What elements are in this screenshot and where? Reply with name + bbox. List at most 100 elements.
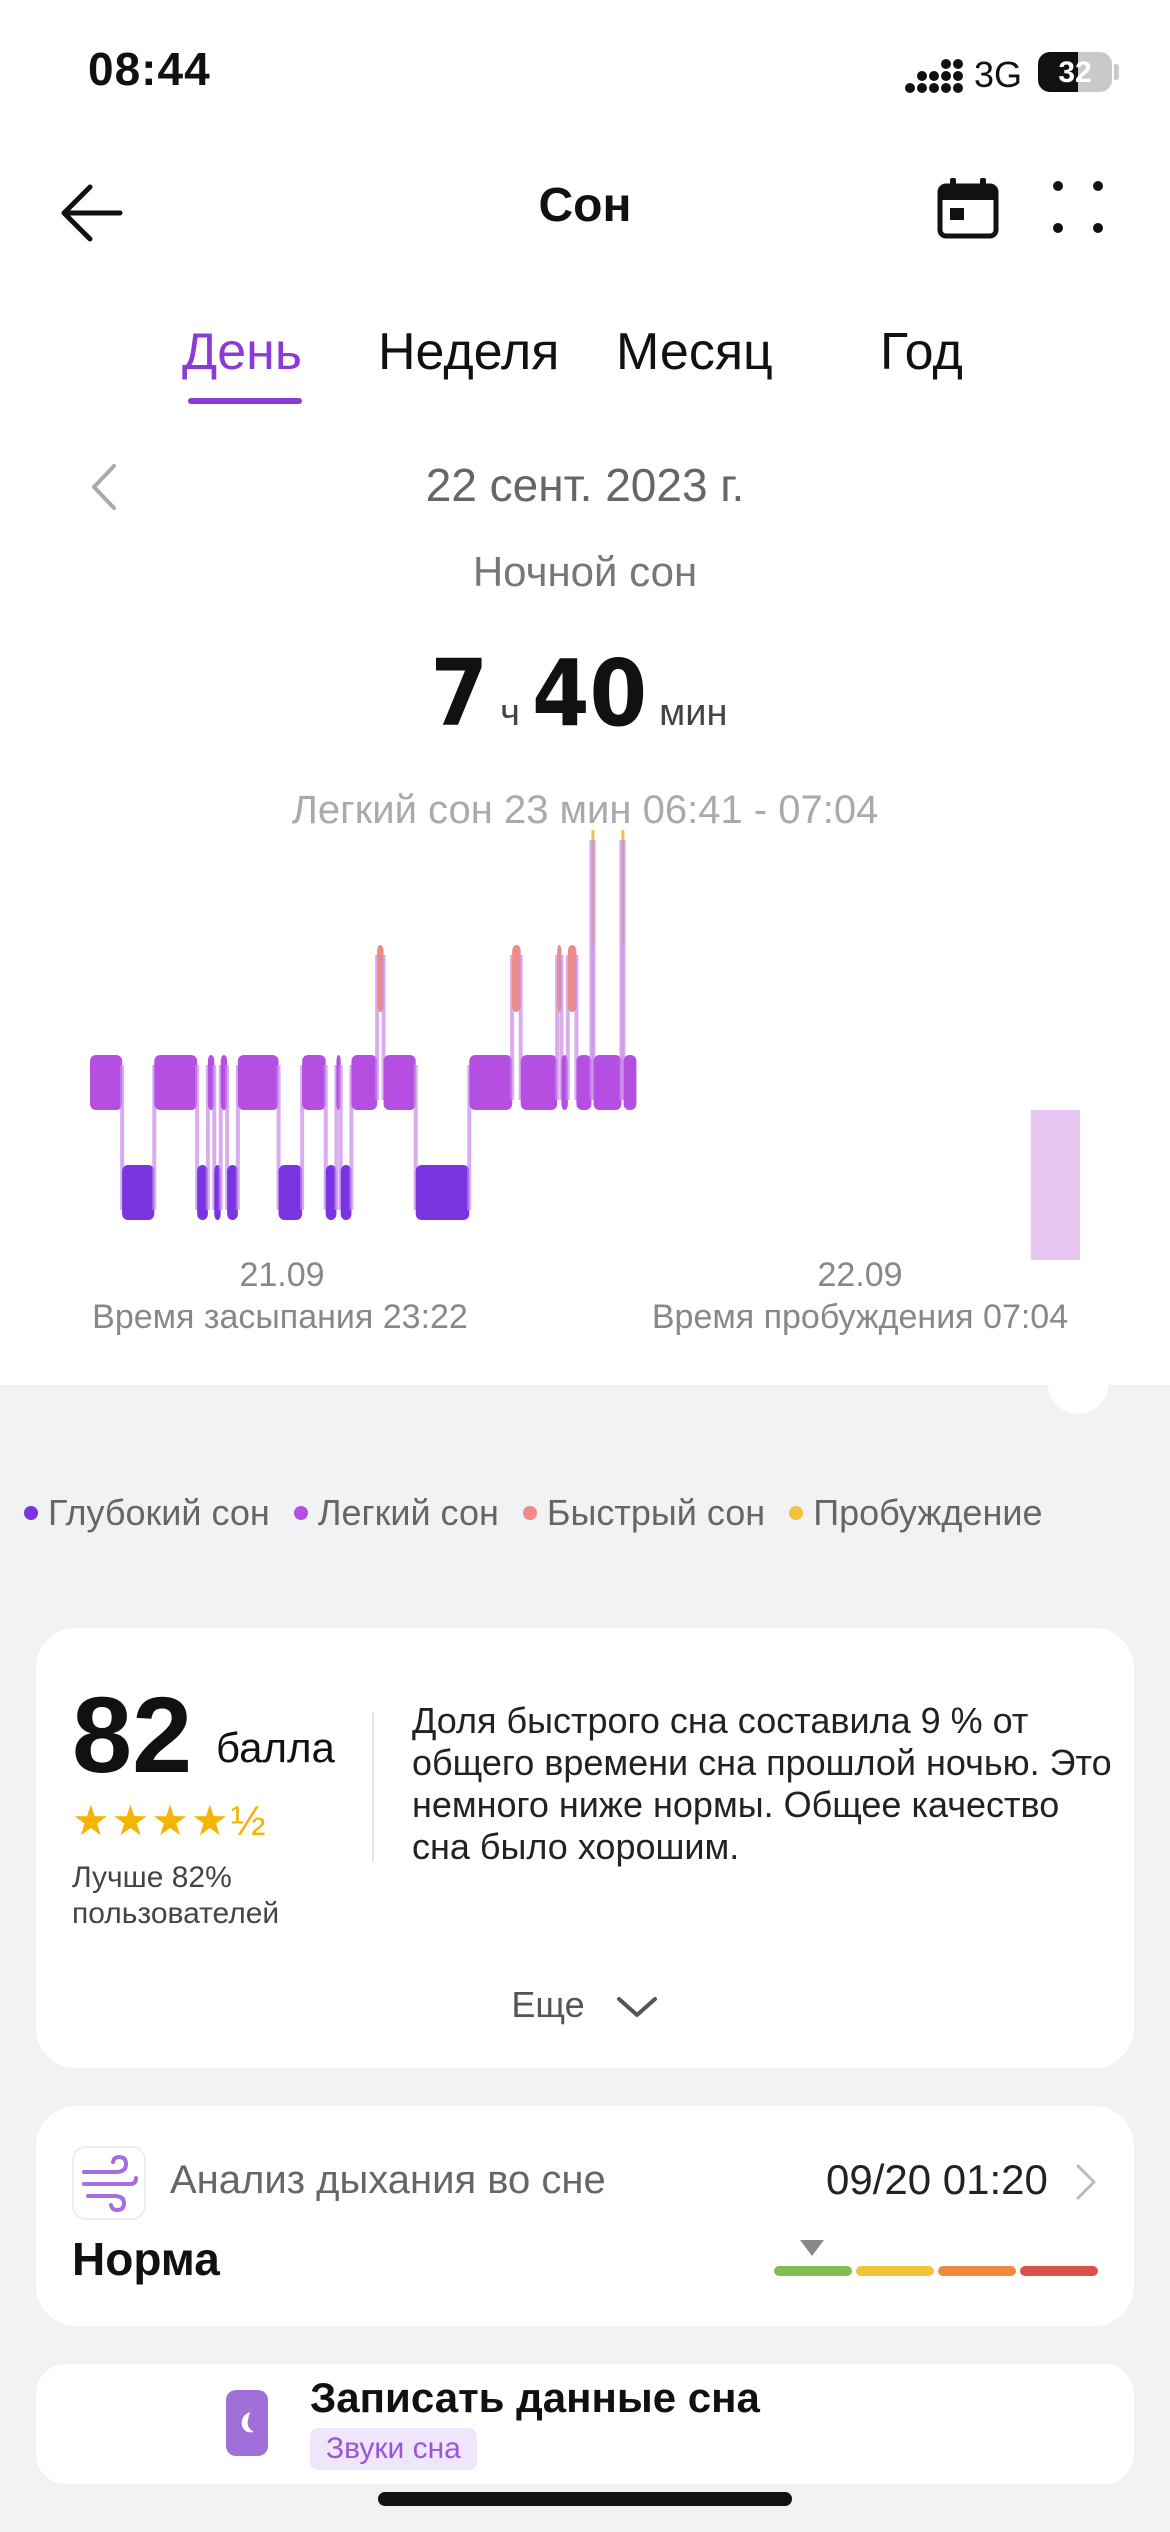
breathing-status: Норма xyxy=(72,2233,220,2285)
legend-dot-rem xyxy=(522,1506,537,1521)
selected-date: 22 сент. 2023 г. xyxy=(425,459,745,511)
network-type: 3G xyxy=(974,54,1023,95)
segment-connector xyxy=(574,955,579,1100)
page-title: Сон xyxy=(538,179,632,232)
home-indicator xyxy=(378,2492,792,2506)
segment-light xyxy=(154,1055,198,1110)
sleep-type-label: Ночной сон xyxy=(472,548,698,595)
axis-end-date: 22.09 xyxy=(817,1256,903,1294)
segment-connector xyxy=(323,1065,328,1210)
divider xyxy=(372,1712,374,1862)
segment-light xyxy=(90,1055,123,1110)
axis-start-label: Время засыпания 23:22 xyxy=(92,1298,468,1336)
segment-connector xyxy=(467,1065,472,1210)
tab-week[interactable]: Неделя xyxy=(378,323,560,381)
more-label: Еще xyxy=(511,1984,585,2025)
breathing-label: Анализ дыхания во сне xyxy=(170,2158,606,2202)
segment-connector xyxy=(518,955,523,1100)
segment-connector xyxy=(589,840,594,1100)
scale-mild xyxy=(856,2266,934,2276)
segment-connector xyxy=(621,840,626,1100)
scale-marker xyxy=(800,2240,824,2256)
legend-dot-awake xyxy=(789,1506,804,1521)
segment-deep xyxy=(197,1165,208,1220)
back-arrow-icon[interactable] xyxy=(56,178,126,248)
segment-light xyxy=(237,1055,279,1110)
segment-connector xyxy=(338,1065,343,1210)
duration-minutes: 40 xyxy=(531,640,648,747)
segment-connector xyxy=(235,1065,240,1210)
sleep-score: 82 xyxy=(72,1674,193,1795)
scale-normal xyxy=(774,2266,852,2276)
legend-label-rem: Быстрый сон xyxy=(546,1492,766,1533)
selection-tooltip: Легкий сон 23 мин 06:41 - 07:04 xyxy=(291,788,879,832)
chevron-right-icon xyxy=(1076,2164,1096,2200)
segment-connector xyxy=(559,955,564,1100)
sleep-sounds-chip[interactable]: Звуки сна xyxy=(310,2428,477,2470)
segment-connector xyxy=(413,1065,418,1210)
segment-rem xyxy=(567,945,577,1012)
chart-legend: Глубокий сон Легкий сон Быстрый сон Пробужд… xyxy=(24,1492,1066,1534)
battery-nub xyxy=(1114,64,1119,80)
segment-connector xyxy=(152,1065,157,1210)
legend-item-awake: Пробуждение xyxy=(789,1492,1042,1533)
segment-connector xyxy=(212,1065,217,1210)
segment-light xyxy=(593,1055,622,1110)
more-options-icon[interactable] xyxy=(1050,178,1106,238)
status-time: 08:44 xyxy=(88,43,211,95)
hours-unit: ч xyxy=(500,692,520,734)
more-button[interactable]: Еще xyxy=(36,1984,1134,2026)
segment-connector xyxy=(619,840,624,1100)
segment-connector xyxy=(591,840,596,1100)
segment-deep xyxy=(227,1165,238,1220)
sleep-hypnogram-chart[interactable] xyxy=(0,820,1170,1270)
segment-connector xyxy=(334,1065,339,1210)
active-tab-indicator xyxy=(188,398,302,404)
segment-deep xyxy=(415,1165,470,1220)
breathing-analysis-card[interactable]: Анализ дыхания во сне 09/20 01:20 Норма xyxy=(36,2106,1134,2326)
segment-connector xyxy=(565,955,570,1100)
segment-connector xyxy=(381,955,386,1100)
segment-connector xyxy=(300,1065,305,1210)
axis-start-date: 21.09 xyxy=(239,1256,325,1294)
phone-moon-icon xyxy=(226,2390,268,2456)
panel-handle[interactable] xyxy=(980,1330,1170,1420)
main-panel xyxy=(0,0,1170,1385)
segment-connector xyxy=(205,1065,210,1210)
segment-light xyxy=(383,1055,416,1110)
total-duration: 7 ч 40 мин xyxy=(0,640,1170,747)
breathing-datetime: 09/20 01:20 xyxy=(826,2156,1048,2203)
segment-deep xyxy=(278,1165,303,1220)
scale-moderate xyxy=(938,2266,1016,2276)
legend-label-light: Легкий сон xyxy=(317,1492,499,1533)
tab-year[interactable]: Год xyxy=(880,323,963,381)
percentile-line-1: Лучше 82% xyxy=(72,1861,232,1894)
score-unit: балла xyxy=(216,1724,335,1771)
legend-label-deep: Глубокий сон xyxy=(48,1492,270,1533)
record-sleep-card[interactable]: Записать данные сна Звуки сна xyxy=(36,2364,1134,2484)
legend-dot-deep xyxy=(24,1506,38,1521)
legend-dot-light xyxy=(293,1506,308,1521)
segment-connector xyxy=(276,1065,281,1210)
battery-icon: 32 xyxy=(1038,52,1112,92)
previous-day-icon[interactable] xyxy=(88,462,120,512)
calendar-icon[interactable] xyxy=(936,176,1000,240)
segment-connector xyxy=(218,1065,223,1210)
axis-end-label: Время пробуждения 07:04 xyxy=(651,1298,1069,1336)
tab-month[interactable]: Месяц xyxy=(616,323,773,381)
wind-icon xyxy=(72,2146,146,2220)
signal-icon xyxy=(905,59,963,93)
segment-connector xyxy=(349,1065,354,1210)
battery-level: 32 xyxy=(1058,56,1092,89)
segment-light xyxy=(469,1055,513,1110)
segment-connector xyxy=(225,1065,230,1210)
segment-deep xyxy=(325,1165,337,1220)
record-title: Записать данные сна xyxy=(310,2374,760,2421)
tab-day[interactable]: День xyxy=(182,323,302,381)
segment-rem xyxy=(512,945,521,1012)
legend-item-deep: Глубокий сон xyxy=(24,1492,270,1533)
sleep-score-card: 82 балла ★★★★½ Лучше 82% пользователей Д… xyxy=(36,1628,1134,2068)
scale-severe xyxy=(1020,2266,1098,2276)
star-rating: ★★★★½ xyxy=(72,1797,268,1844)
segment-light xyxy=(576,1055,592,1110)
